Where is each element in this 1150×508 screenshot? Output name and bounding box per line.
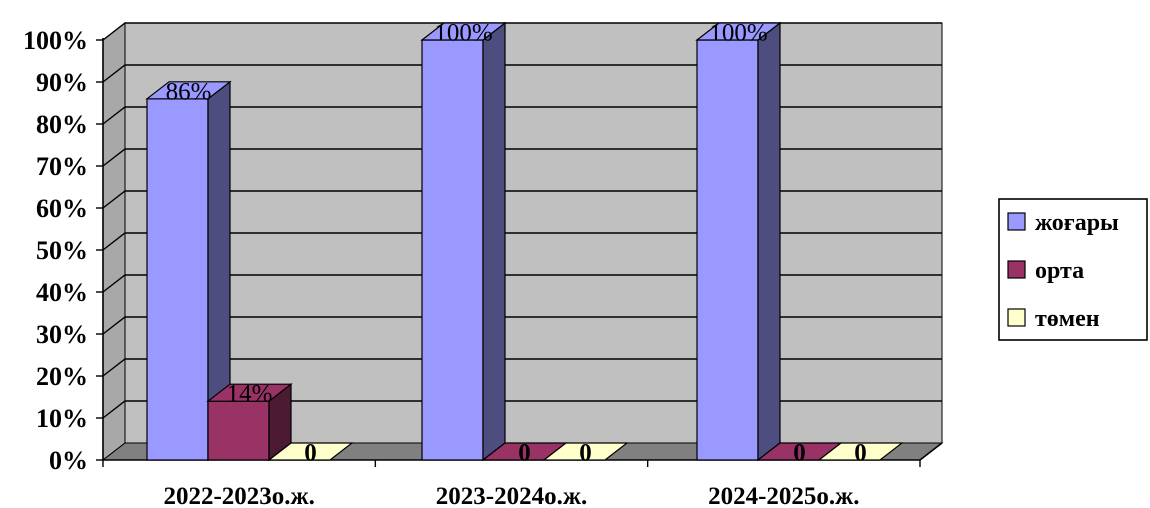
data-label: 0 — [304, 440, 317, 467]
y-tick-labels: 0% 10% 20% 30% 40% 50% 60% 70% 80% 90% 100% — [23, 26, 88, 475]
legend: жоғары орта төмен — [998, 198, 1148, 341]
y-tick-label: 60% — [36, 194, 88, 223]
y-tick-label: 90% — [36, 68, 88, 97]
gridline — [102, 358, 942, 377]
gridline — [102, 22, 942, 41]
data-label: 0 — [793, 440, 806, 467]
data-labels: 86% 14% 0 100% 0 0 100% 0 0 — [166, 20, 867, 467]
x-axis-depth-line — [919, 442, 943, 461]
x-category-labels: 2022-2023о.ж. 2023-2024о.ж. 2024-2025о.ж. — [163, 483, 859, 508]
bar — [695, 21, 782, 462]
x-category-label: 2022-2023о.ж. — [163, 483, 314, 508]
bar-top — [420, 22, 507, 41]
data-label: 100% — [434, 20, 492, 47]
legend-label: жоғары — [1035, 210, 1119, 236]
y-tick-label: 0% — [49, 446, 88, 475]
y-tick-label: 30% — [36, 320, 88, 349]
bar-front — [421, 39, 484, 461]
gridline — [102, 106, 942, 125]
data-label: 0 — [579, 440, 592, 467]
legend-swatch — [1007, 260, 1026, 279]
legend-swatch — [1007, 212, 1026, 231]
y-tick-label: 80% — [36, 110, 88, 139]
bar-top — [206, 383, 293, 402]
bar-top — [695, 22, 782, 41]
bar-side — [482, 21, 506, 462]
data-label: 100% — [709, 20, 767, 47]
bar-front — [207, 400, 270, 461]
legend-label: орта — [1035, 258, 1084, 284]
x-category-label: 2024-2025о.ж. — [708, 483, 859, 508]
legend-label: төмен — [1035, 306, 1100, 332]
y-tick-label: 10% — [36, 404, 88, 433]
y-tick-label: 70% — [36, 152, 88, 181]
bar — [542, 442, 629, 461]
data-label: 0 — [854, 440, 867, 467]
y-tick-label: 40% — [36, 278, 88, 307]
x-category-label: 2023-2024о.ж. — [436, 483, 587, 508]
bar-top — [267, 442, 354, 461]
bar — [145, 80, 232, 462]
bar-top — [542, 442, 629, 461]
legend-swatch — [1007, 308, 1026, 327]
bar — [267, 442, 354, 461]
gridline — [102, 64, 942, 83]
bar-top — [817, 442, 904, 461]
gridlines — [102, 22, 942, 419]
bar-front — [146, 98, 209, 461]
data-label: 86% — [166, 78, 212, 105]
gridline — [102, 316, 942, 335]
gridline — [102, 232, 942, 251]
y-tick-label: 100% — [23, 26, 88, 55]
data-label: 14% — [227, 381, 273, 408]
bars — [145, 21, 904, 462]
y-tick-label: 20% — [36, 362, 88, 391]
bar — [420, 21, 507, 462]
gridline — [102, 148, 942, 167]
bar-side — [757, 21, 781, 462]
bar-top — [145, 81, 232, 100]
bar — [206, 382, 293, 462]
gridline — [102, 190, 942, 209]
gridline — [102, 400, 942, 419]
bar-front — [696, 39, 759, 461]
gridline — [102, 274, 942, 293]
y-tick-label: 50% — [36, 236, 88, 265]
bar — [817, 442, 904, 461]
data-label: 0 — [518, 440, 531, 467]
